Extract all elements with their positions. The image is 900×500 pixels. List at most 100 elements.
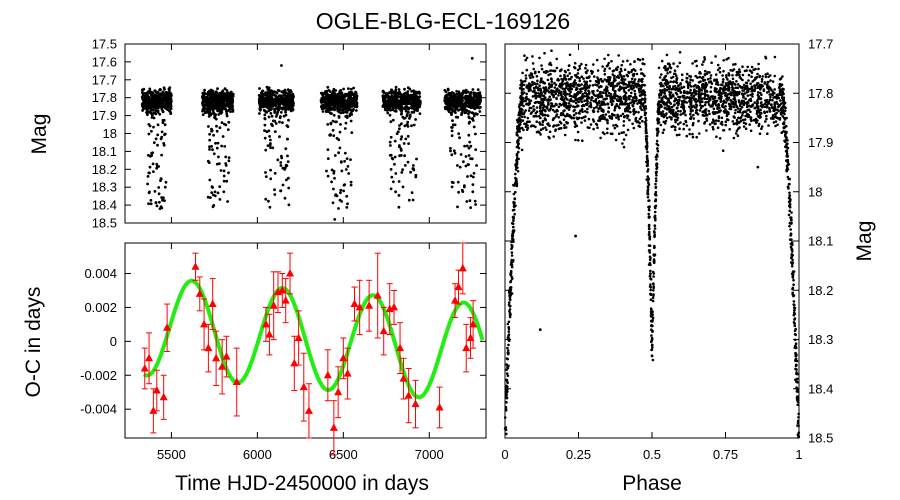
lightcurve-point: [281, 101, 285, 104]
phase-point: [765, 91, 769, 94]
phase-point: [720, 116, 724, 120]
lightcurve-dip-point: [408, 117, 411, 120]
phase-point: [576, 75, 580, 79]
lightcurve-point: [469, 95, 473, 98]
phase-point: [630, 91, 633, 95]
lightcurve-point: [214, 95, 218, 99]
lightcurve-point: [390, 88, 393, 92]
phase-point: [654, 182, 657, 186]
phase-point: [659, 89, 662, 92]
phase-point: [572, 105, 575, 108]
phase-point: [790, 265, 794, 268]
lightcurve-dip-point: [465, 200, 469, 203]
phase-point: [707, 81, 711, 84]
lightcurve-dip-point: [285, 124, 289, 127]
lightcurve-dip-point: [279, 115, 282, 118]
phase-point: [636, 120, 640, 123]
lightcurve-point: [448, 96, 452, 100]
lightcurve-dip-point: [215, 129, 219, 133]
oc-point-triangle: [411, 399, 420, 408]
phase-point: [538, 84, 541, 87]
lightcurve-y-tick-label: 18.4: [92, 198, 117, 213]
lightcurve-point: [204, 96, 208, 100]
lightcurve-dip-point: [469, 206, 472, 210]
phase-point: [787, 213, 791, 217]
lightcurve-dip-point: [269, 138, 272, 142]
lightcurve-dip-point: [334, 194, 337, 197]
lightcurve-dip-point: [270, 114, 274, 118]
lightcurve-point: [350, 99, 354, 103]
lightcurve-dip-point: [209, 196, 212, 200]
phase-point: [554, 92, 558, 96]
phase-point: [678, 61, 682, 65]
lightcurve-dip-point: [389, 135, 393, 139]
lightcurve-dip-point: [152, 111, 156, 115]
lightcurve-dip-point: [456, 180, 460, 184]
lightcurve-dip-point: [280, 156, 284, 160]
lightcurve-point: [263, 101, 266, 105]
lightcurve-dip-point: [389, 187, 393, 191]
lightcurve-point: [227, 97, 231, 101]
lightcurve-dip-point: [157, 192, 161, 196]
phase-point: [507, 343, 510, 347]
phase-point: [524, 74, 528, 77]
lightcurve-dip-point: [206, 195, 210, 199]
lightcurve-point: [162, 99, 166, 102]
lightcurve-dip-point: [399, 137, 403, 141]
phase-point: [561, 79, 565, 82]
oc-point-triangle: [200, 319, 209, 328]
lightcurve-point: [351, 108, 355, 112]
lightcurve-point: [229, 105, 233, 109]
phase-point: [741, 118, 745, 122]
phase-point: [626, 59, 629, 63]
lightcurve-dip-point: [349, 158, 352, 162]
lightcurve-dip-point: [405, 123, 409, 126]
phase-point: [592, 75, 596, 78]
phase-point: [714, 55, 717, 58]
lightcurve-dip-point: [222, 179, 226, 183]
lightcurve-dip-point: [337, 207, 340, 210]
lightcurve-dip-point: [162, 196, 165, 200]
lightcurve-point: [456, 97, 460, 101]
lightcurve-dip-point: [222, 169, 226, 173]
lightcurve-dip-point: [463, 144, 466, 148]
phase-point: [505, 432, 508, 436]
lightcurve-dip-point: [414, 175, 418, 179]
lightcurve-dip-point: [279, 189, 283, 193]
lightcurve-dip-point: [393, 155, 397, 159]
lightcurve-y-tick-label: 18.5: [92, 216, 117, 231]
phase-point: [626, 128, 630, 132]
phase-point: [613, 106, 617, 110]
lightcurve-point: [476, 88, 480, 91]
phase-x-tick-label: 0: [501, 447, 508, 462]
lightcurve-point: [206, 97, 210, 101]
lightcurve-point: [203, 104, 206, 108]
lightcurve-dip-point: [287, 203, 291, 207]
phase-point: [618, 73, 622, 76]
phase-point: [524, 77, 528, 80]
phase-point: [567, 102, 571, 105]
phase-point: [781, 75, 784, 78]
phase-point: [729, 68, 732, 72]
lightcurve-point: [230, 95, 234, 99]
phase-point: [764, 75, 768, 79]
lightcurve-point: [335, 98, 338, 102]
lightcurve-point: [213, 103, 216, 107]
lightcurve-point: [208, 90, 212, 94]
lightcurve-dip-point: [463, 184, 466, 188]
lightcurve-point: [207, 102, 211, 106]
oc-point-triangle: [390, 302, 399, 311]
phase-point: [680, 73, 684, 76]
phase-point: [628, 118, 631, 122]
phase-point: [695, 135, 698, 139]
lightcurve-dip-point: [330, 112, 333, 115]
lightcurve-point: [164, 104, 168, 107]
phase-point: [678, 98, 681, 102]
lightcurve-point: [217, 99, 221, 102]
phase-point: [621, 77, 624, 81]
lightcurve-dip-point: [467, 154, 471, 157]
lightcurve-point: [450, 91, 454, 94]
phase-point: [661, 110, 665, 113]
phase-point: [778, 85, 781, 88]
phase-point: [694, 74, 697, 78]
